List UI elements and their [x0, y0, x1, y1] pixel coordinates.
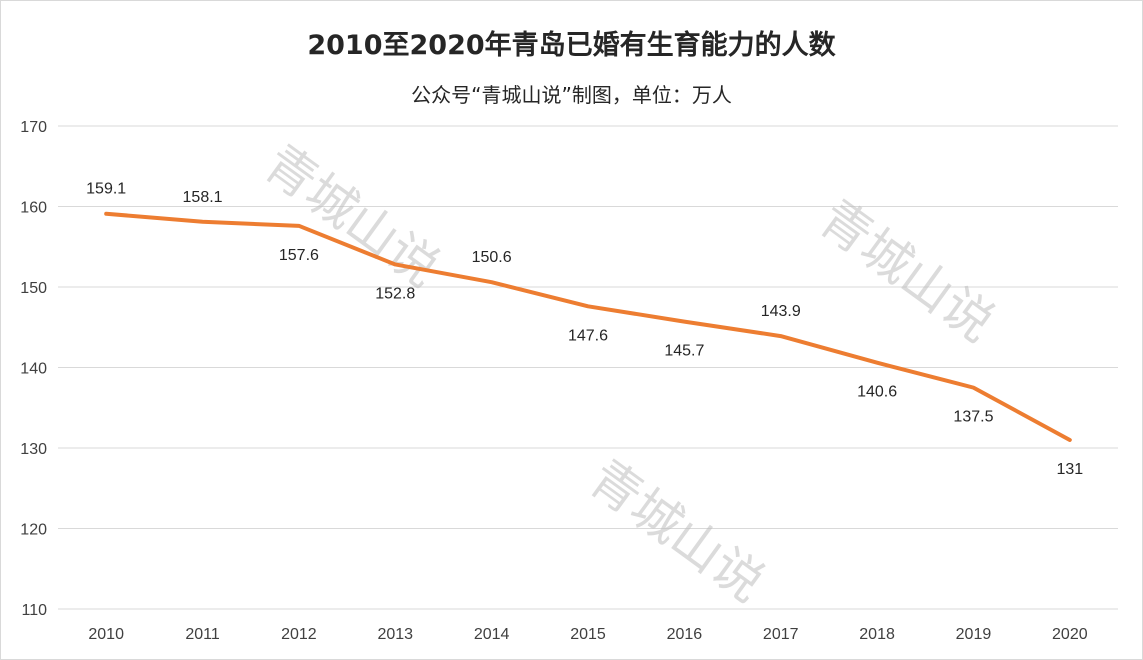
x-tick-label: 2019: [956, 626, 992, 643]
x-tick-label: 2020: [1052, 626, 1088, 643]
y-tick-label: 130: [20, 441, 47, 458]
watermark: 青城山说: [254, 134, 450, 298]
data-label: 145.7: [664, 343, 704, 360]
series-line: [104, 211, 1072, 442]
data-label: 152.8: [375, 285, 415, 302]
data-label: 159.1: [86, 181, 126, 198]
x-tick-label: 2011: [185, 626, 220, 643]
x-tick-label: 2013: [377, 626, 413, 643]
data-label: 137.5: [953, 409, 993, 426]
data-label: 150.6: [472, 249, 512, 266]
x-tick-label: 2018: [859, 626, 895, 643]
x-tick-label: 2012: [281, 626, 317, 643]
chart-subtitle: 公众号“青城山说”制图，单位：万人: [411, 83, 732, 107]
data-label: 143.9: [761, 303, 801, 320]
y-tick-label: 110: [21, 602, 47, 619]
watermark: 青城山说: [809, 189, 1005, 353]
chart-title: 2010至2020年青岛已婚有生育能力的人数: [307, 30, 836, 61]
y-tick-label: 160: [20, 200, 47, 217]
y-tick-label: 120: [20, 522, 47, 539]
x-tick-label: 2014: [474, 626, 510, 643]
x-tick-label: 2016: [667, 626, 703, 643]
y-tick-label: 150: [20, 280, 47, 297]
watermark: 青城山说: [579, 449, 775, 613]
data-label: 140.6: [857, 384, 897, 401]
data-label: 158.1: [183, 189, 223, 206]
data-label: 131: [1056, 461, 1083, 478]
x-tick-label: 2015: [570, 626, 606, 643]
data-label: 147.6: [568, 327, 608, 344]
y-tick-label: 170: [20, 119, 47, 136]
data-label: 157.6: [279, 247, 319, 264]
x-tick-label: 2010: [88, 626, 124, 643]
y-tick-label: 140: [20, 361, 47, 378]
x-tick-label: 2017: [763, 626, 799, 643]
